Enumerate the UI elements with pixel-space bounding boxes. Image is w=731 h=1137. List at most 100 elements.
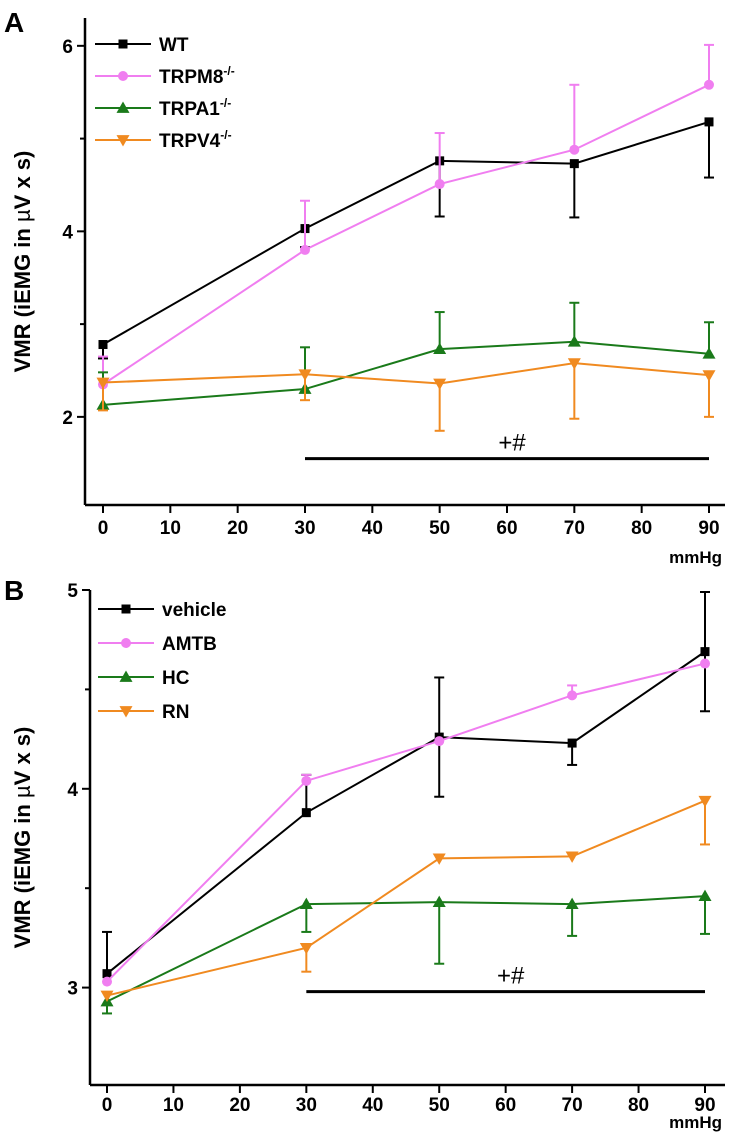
legend-marker [118,39,128,49]
legend-label: TRPM8-/- [159,64,235,88]
legend-item: WT [95,35,189,56]
data-point [434,179,445,190]
data-point [567,738,577,748]
data-point [702,347,716,359]
data-point [565,897,579,909]
y-tick-label: 3 [67,979,78,1000]
data-point [704,117,714,127]
x-tick-label: 60 [496,518,517,539]
series-trpm8 [98,43,714,390]
x-tick-label: 10 [163,1095,184,1116]
x-tick-label: 90 [694,1095,715,1116]
x-tick-label: 30 [294,518,315,539]
y-tick-label: 4 [67,780,78,801]
data-point [102,976,112,987]
legend-label: vehicle [162,600,226,621]
data-point [432,895,446,907]
x-tick-label: 20 [227,518,248,539]
data-point [98,340,108,350]
data-point [704,79,714,90]
x-tick-label: 40 [362,1095,383,1116]
data-point [96,377,110,390]
data-point [567,358,581,370]
data-point [567,335,581,347]
data-point [567,690,578,701]
series-line [106,895,706,1003]
x-tick-label: 30 [296,1095,317,1116]
series-amtb [102,658,710,987]
legend-item: TRPM8-/- [95,64,235,88]
data-point [434,736,445,747]
data-point [698,795,712,808]
legend-label: WT [159,35,189,56]
significance-label: +# [498,430,526,457]
series-line [106,662,706,983]
data-point [299,942,313,955]
data-point [433,342,447,355]
y-axis-label: VMR (iEMG in µV x s) [10,727,35,949]
legend-item: TRPV4-/- [95,128,232,152]
legend-marker [119,706,133,718]
y-tick-label: 5 [67,581,78,602]
data-point [301,775,312,786]
x-tick-label: 20 [229,1095,250,1116]
x-tick-label: 40 [362,518,383,539]
y-tick-label: 4 [62,222,73,243]
x-axis-label: mmHg [669,1113,722,1132]
series-line [102,340,710,406]
legend-label: TRPA1-/- [159,96,231,120]
y-tick-label: 2 [62,408,73,429]
data-point [700,658,710,669]
legend-marker [119,670,133,682]
data-point [569,144,580,155]
legend-item: AMTB [98,634,217,655]
data-point [433,378,447,390]
series-line [102,362,710,385]
x-tick-label: 80 [628,1095,649,1116]
legend-label: AMTB [162,634,217,655]
data-point [700,647,710,657]
x-tick-label: 0 [98,518,109,539]
x-tick-label: 50 [429,518,450,539]
series-line [106,650,706,975]
legend-marker [121,604,131,614]
x-tick-label: 60 [495,1095,516,1116]
series-line [102,120,710,346]
data-point [698,889,712,902]
legend-item: RN [98,702,189,723]
legend-marker [121,638,131,648]
x-tick-label: 10 [160,518,181,539]
series-trpa1 [96,301,716,410]
x-tick-label: 90 [698,518,719,539]
legend-label: HC [162,668,190,689]
legend-marker [116,101,130,113]
x-tick-label: 0 [102,1095,113,1116]
series-line [102,83,710,386]
x-tick-label: 70 [564,518,585,539]
legend-label: TRPV4-/- [159,128,232,152]
legend-item: HC [98,668,190,689]
data-point [300,244,310,255]
legend-marker [116,135,130,147]
x-axis-label: mmHg [669,548,722,567]
series-trpv4 [96,358,716,432]
data-point [298,369,312,381]
data-point [102,969,112,979]
x-tick-label: 80 [631,518,652,539]
significance-label: +# [497,963,525,990]
data-point [299,897,313,909]
data-point [432,853,446,865]
y-tick-label: 6 [62,37,73,58]
series-wt [98,117,714,360]
data-point [301,808,311,818]
data-point [565,851,579,863]
series-hc [100,889,712,1015]
panel-label: A [4,7,24,38]
data-point [100,990,114,1003]
series-rn [100,795,712,1003]
series-line [106,799,706,997]
panel-label: B [4,575,24,606]
